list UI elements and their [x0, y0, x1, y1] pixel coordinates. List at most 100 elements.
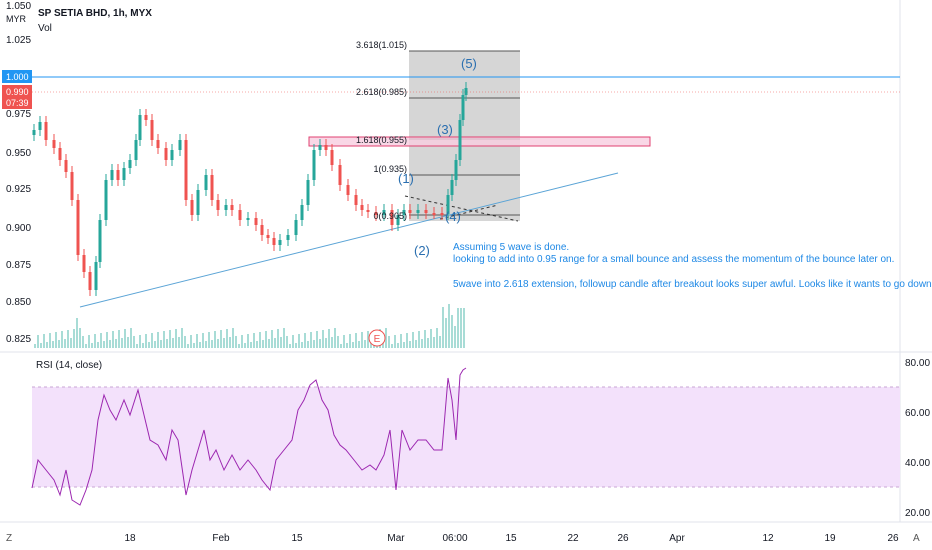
fib-label-3618: 3.618(1.015) — [356, 40, 407, 50]
price-tick: 0.875 — [6, 260, 31, 271]
rsi-line — [31, 367, 467, 506]
volume-bar — [37, 335, 39, 348]
volume-bar — [409, 341, 411, 348]
time-tick: 19 — [824, 533, 836, 544]
candle-body — [346, 185, 350, 195]
auto-scale-control[interactable]: A — [913, 533, 920, 544]
note-line-3: 5wave into 2.618 extension, followup can… — [453, 279, 932, 290]
candle-body — [396, 215, 400, 225]
volume-bar — [328, 329, 330, 348]
price-tick: 0.975 — [6, 109, 31, 120]
wave-label-5: (5) — [461, 56, 477, 71]
volume-bar — [55, 332, 57, 348]
volume-bar — [280, 337, 282, 348]
volume-bar — [304, 333, 306, 348]
volume-label[interactable]: Vol — [38, 23, 52, 34]
volume-bar — [70, 338, 72, 348]
symbol-title[interactable]: SP SETIA BHD, 1h, MYX — [38, 8, 152, 19]
volume-bar — [145, 334, 147, 348]
countdown-text: 07:39 — [6, 98, 29, 108]
candle-body — [156, 140, 160, 148]
price-tick: 1.025 — [6, 35, 31, 46]
candle-body — [98, 220, 102, 262]
trendline[interactable] — [79, 172, 619, 308]
candle-body — [204, 175, 208, 190]
volume-bar — [292, 335, 294, 348]
resistance-zone[interactable] — [308, 136, 651, 147]
volume-bar — [151, 333, 153, 348]
volume-bar — [190, 335, 192, 348]
fib-label-2618: 2.618(0.985) — [356, 87, 407, 97]
fib-label-1618: 1.618(0.955) — [356, 135, 407, 145]
candle-body — [138, 115, 142, 140]
volume-bar — [46, 342, 48, 348]
price-tick: 0.925 — [6, 184, 31, 195]
volume-bar — [133, 336, 135, 348]
candle-body — [402, 210, 406, 215]
volume-bar — [331, 337, 333, 348]
volume-bar — [439, 336, 441, 348]
volume-bar — [277, 329, 279, 348]
candle-body — [294, 220, 298, 235]
volume-bar — [445, 318, 447, 348]
volume-bar — [412, 332, 414, 348]
candle-body — [196, 190, 200, 215]
volume-bar — [202, 333, 204, 348]
volume-bar — [223, 338, 225, 348]
level-badge-text: 1.000 — [6, 72, 29, 82]
volume-bar — [175, 329, 177, 348]
volume-bar — [166, 339, 168, 348]
volume-bar — [250, 342, 252, 348]
time-axis[interactable]: 18 Feb 15 Mar 06:00 15 22 26 Apr 12 19 2… — [124, 533, 899, 544]
volume-bar — [424, 330, 426, 348]
time-tick: 26 — [617, 533, 629, 544]
earnings-marker[interactable] — [368, 329, 386, 347]
price-tick: 0.825 — [6, 334, 31, 345]
volume-bar — [274, 338, 276, 348]
volume-bar — [127, 337, 129, 348]
note-line-2: looking to add into 0.95 range for a sma… — [453, 254, 894, 265]
candle-body — [246, 218, 250, 220]
volume-bar — [256, 341, 258, 348]
volume-bar — [325, 338, 327, 348]
candle-body — [230, 205, 234, 210]
volume-bar — [457, 308, 459, 348]
volume-bar — [421, 339, 423, 348]
volume-bar — [121, 338, 123, 348]
volume-bar — [310, 332, 312, 348]
candle-body — [360, 205, 364, 210]
candle-body — [122, 168, 126, 180]
zoom-control[interactable]: Z — [6, 533, 12, 544]
volume-bar — [454, 326, 456, 348]
volume-bar — [352, 342, 354, 348]
volume-bar — [268, 339, 270, 348]
candle-body — [224, 205, 228, 210]
volume-bar — [217, 339, 219, 348]
candle-body — [461, 95, 465, 120]
volume-bar — [286, 336, 288, 348]
candle-body — [178, 140, 182, 150]
volume-bar — [193, 343, 195, 348]
volume-bar — [448, 304, 450, 348]
candle-body — [338, 165, 342, 185]
price-axis[interactable]: 1.050 1.025 0.975 0.950 0.925 0.900 0.87… — [6, 1, 31, 345]
volume-bar — [148, 342, 150, 348]
volume-bar — [181, 328, 183, 348]
candle-body — [432, 213, 436, 215]
candle-body — [170, 150, 174, 160]
volume-bar — [241, 335, 243, 348]
volume-bar — [391, 344, 393, 348]
volume-bar — [259, 332, 261, 348]
volume-bar — [205, 341, 207, 348]
volume-bar — [196, 334, 198, 348]
volume-bar — [346, 343, 348, 348]
volume-bar — [79, 328, 81, 348]
volume-bar — [262, 340, 264, 348]
wave-label-4: (4) — [445, 209, 461, 224]
volume-bar — [64, 339, 66, 348]
price-tick: 0.900 — [6, 223, 31, 234]
volume-bar — [73, 329, 75, 348]
volume-bar — [385, 328, 387, 348]
candle-body — [32, 130, 36, 135]
